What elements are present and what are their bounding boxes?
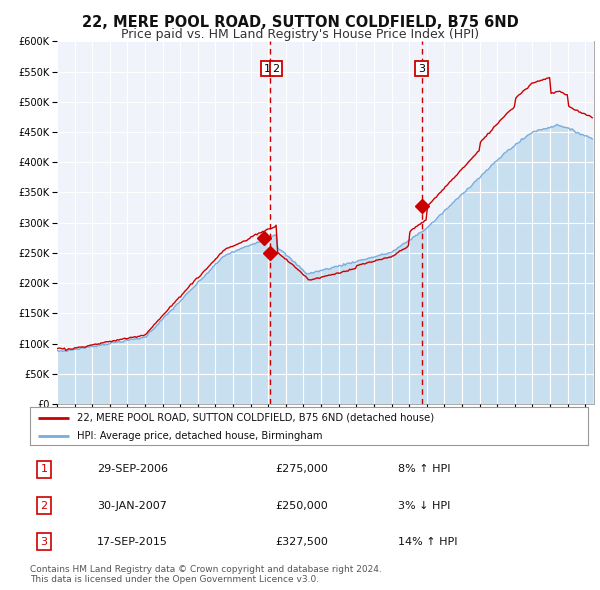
Text: 2: 2: [272, 64, 280, 74]
Text: 1: 1: [40, 464, 47, 474]
Text: 3: 3: [418, 64, 425, 74]
Text: £250,000: £250,000: [275, 501, 328, 510]
Text: 22, MERE POOL ROAD, SUTTON COLDFIELD, B75 6ND: 22, MERE POOL ROAD, SUTTON COLDFIELD, B7…: [82, 15, 518, 30]
Text: £327,500: £327,500: [275, 537, 328, 547]
Text: 29-SEP-2006: 29-SEP-2006: [97, 464, 168, 474]
Text: 3: 3: [40, 537, 47, 547]
Text: HPI: Average price, detached house, Birmingham: HPI: Average price, detached house, Birm…: [77, 431, 323, 441]
Text: 8% ↑ HPI: 8% ↑ HPI: [398, 464, 451, 474]
Text: £275,000: £275,000: [275, 464, 328, 474]
Text: 22, MERE POOL ROAD, SUTTON COLDFIELD, B75 6ND (detached house): 22, MERE POOL ROAD, SUTTON COLDFIELD, B7…: [77, 413, 434, 423]
Text: 14% ↑ HPI: 14% ↑ HPI: [398, 537, 458, 547]
Text: 17-SEP-2015: 17-SEP-2015: [97, 537, 168, 547]
Text: Contains HM Land Registry data © Crown copyright and database right 2024.
This d: Contains HM Land Registry data © Crown c…: [30, 565, 382, 584]
Text: 3% ↓ HPI: 3% ↓ HPI: [398, 501, 451, 510]
Text: 30-JAN-2007: 30-JAN-2007: [97, 501, 167, 510]
Text: Price paid vs. HM Land Registry's House Price Index (HPI): Price paid vs. HM Land Registry's House …: [121, 28, 479, 41]
Text: 2: 2: [40, 501, 47, 510]
Text: 1: 1: [263, 64, 271, 74]
